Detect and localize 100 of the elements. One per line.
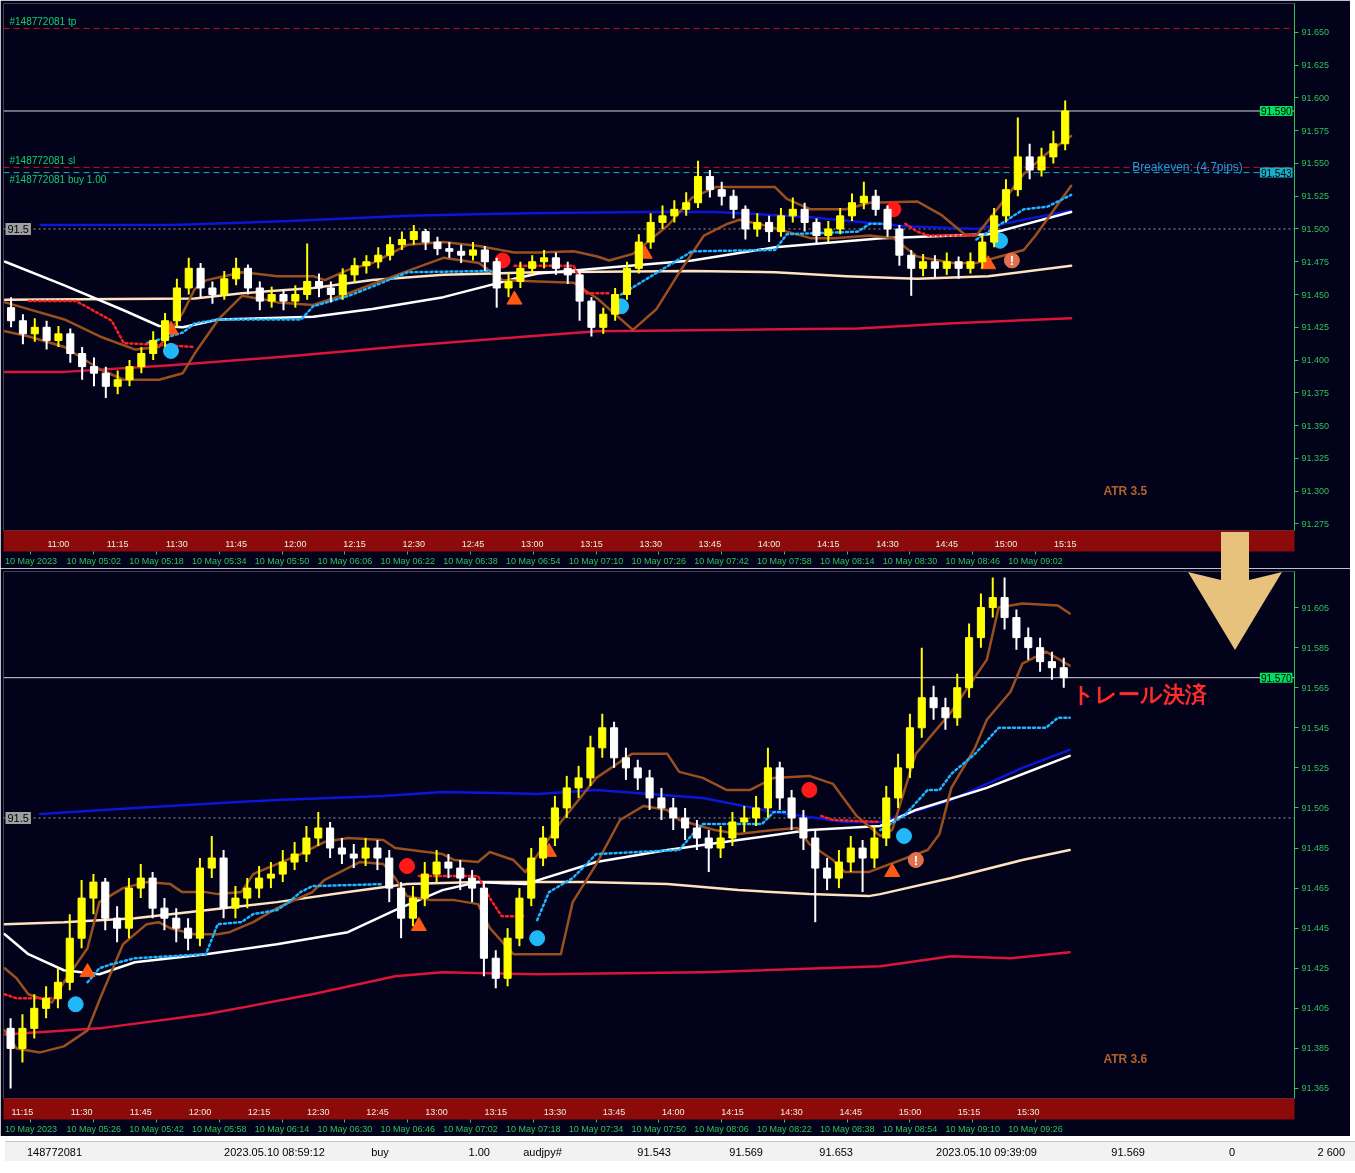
x2-tick-label: 10 May 06:22 <box>380 555 435 566</box>
candlestick <box>812 217 821 246</box>
ref-line-label: 91.5 <box>7 811 29 824</box>
candlestick <box>883 204 892 238</box>
x2-tick-label: 10 May 2023 <box>4 555 57 566</box>
x2-tick-label: 10 May 07:26 <box>631 555 687 566</box>
candlestick <box>941 696 950 731</box>
candlestick <box>599 306 608 335</box>
candlestick <box>1036 636 1045 673</box>
candlestick <box>53 967 62 1010</box>
candlestick <box>966 251 975 275</box>
candlestick <box>89 873 98 916</box>
text: 0 <box>1227 1145 1235 1160</box>
line-series <box>39 209 1073 231</box>
candlestick <box>468 241 478 262</box>
candlestick <box>326 820 335 860</box>
candlestick <box>457 243 466 265</box>
candlestick <box>787 788 796 831</box>
candlestick <box>409 224 418 246</box>
y-tick-label: 91.625 <box>1301 60 1330 71</box>
point <box>79 963 96 978</box>
candlestick <box>669 796 678 831</box>
y-tick-label: 91.585 <box>1301 642 1330 653</box>
y-tick-label: 91.385 <box>1301 1043 1330 1054</box>
text: audjpy# <box>522 1145 563 1160</box>
candlestick <box>1000 576 1009 631</box>
candlestick <box>836 207 845 236</box>
candlestick <box>1024 626 1033 661</box>
x2-tick-label: 10 May 08:46 <box>945 555 1001 566</box>
x-tick-label: 15:00 <box>994 538 1018 549</box>
x-tick-label: 13:15 <box>580 538 603 549</box>
y-tick-label: 91.365 <box>1301 1083 1330 1094</box>
candlestick <box>539 824 548 868</box>
annotation: ATR 3.5 <box>1103 483 1148 498</box>
candlestick <box>645 768 654 811</box>
candlestick <box>255 865 264 900</box>
text: buy <box>370 1145 390 1160</box>
candlestick <box>113 369 122 396</box>
point <box>162 342 179 359</box>
candlestick <box>847 192 857 223</box>
candlestick <box>563 260 572 286</box>
candlestick <box>89 356 99 388</box>
x2-tick-label: 10 May 06:38 <box>443 555 498 566</box>
candlestick <box>823 857 832 892</box>
x2-tick-label: 10 May 07:18 <box>505 1123 561 1134</box>
candlestick <box>670 199 679 224</box>
text: 2 600 <box>1316 1145 1345 1160</box>
candlestick <box>907 248 916 297</box>
candlestick <box>386 235 395 262</box>
y-tick-label: 91.325 <box>1301 453 1330 464</box>
candlestick <box>740 804 749 833</box>
x-tick-label: 11:30 <box>165 538 188 549</box>
candlestick <box>303 242 312 301</box>
candlestick <box>633 758 642 791</box>
candlestick <box>1049 129 1058 165</box>
candlestick <box>7 296 16 329</box>
candlestick <box>846 835 855 874</box>
x-tick-label: 13:45 <box>698 538 722 549</box>
candlestick <box>314 810 323 848</box>
y-tick-label: 91.445 <box>1301 923 1330 934</box>
ref-line-label: #148772081 tp <box>9 16 77 28</box>
y-tick-label: 91.525 <box>1301 191 1330 202</box>
candlestick <box>753 212 762 238</box>
text: 91.569 <box>728 1145 763 1160</box>
candlestick <box>611 286 620 322</box>
x2-tick-label: 10 May 2023 <box>4 1123 57 1134</box>
annotation: Breakeven: (4.7pips) <box>1132 160 1243 175</box>
x2-tick-label: 10 May 05:02 <box>66 555 122 566</box>
candlestick <box>954 255 963 280</box>
candlestick <box>421 227 430 251</box>
x2-tick-label: 10 May 07:34 <box>568 1123 624 1134</box>
annotation: ATR 3.6 <box>1103 1051 1148 1066</box>
candlestick <box>362 254 371 275</box>
x2-tick-label: 10 May 06:54 <box>505 555 561 566</box>
y-tick-label: 91.550 <box>1301 158 1330 169</box>
x-tick-label: 11:45 <box>129 1106 152 1117</box>
candlestick <box>800 201 809 233</box>
x2-tick-label: 10 May 09:26 <box>1008 1123 1063 1134</box>
x2-tick-label: 10 May 05:34 <box>192 555 247 566</box>
candlestick <box>858 839 867 894</box>
candlestick <box>326 280 335 304</box>
x2-tick-label: 10 May 08:54 <box>882 1123 938 1134</box>
candlestick <box>988 576 997 619</box>
candlestick <box>373 839 382 872</box>
x-tick-label: 13:30 <box>543 1106 567 1117</box>
y-tick-label: 91.425 <box>1301 322 1330 333</box>
candlestick <box>267 285 276 309</box>
x-tick-label: 14:15 <box>817 538 840 549</box>
candlestick <box>54 324 63 348</box>
y-tick-label: 91.300 <box>1301 486 1330 497</box>
x2-tick-label: 10 May 05:50 <box>254 555 310 566</box>
ref-line-label: 91.5 <box>7 222 29 235</box>
candlestick <box>1012 608 1021 651</box>
x-tick-label: 15:30 <box>1016 1106 1040 1117</box>
x2-tick-label: 10 May 06:14 <box>254 1123 310 1134</box>
candlestick <box>125 359 134 388</box>
candlestick <box>504 272 513 299</box>
candlestick <box>397 230 406 251</box>
text: 148772081 <box>27 1145 84 1160</box>
candlestick <box>255 280 264 312</box>
